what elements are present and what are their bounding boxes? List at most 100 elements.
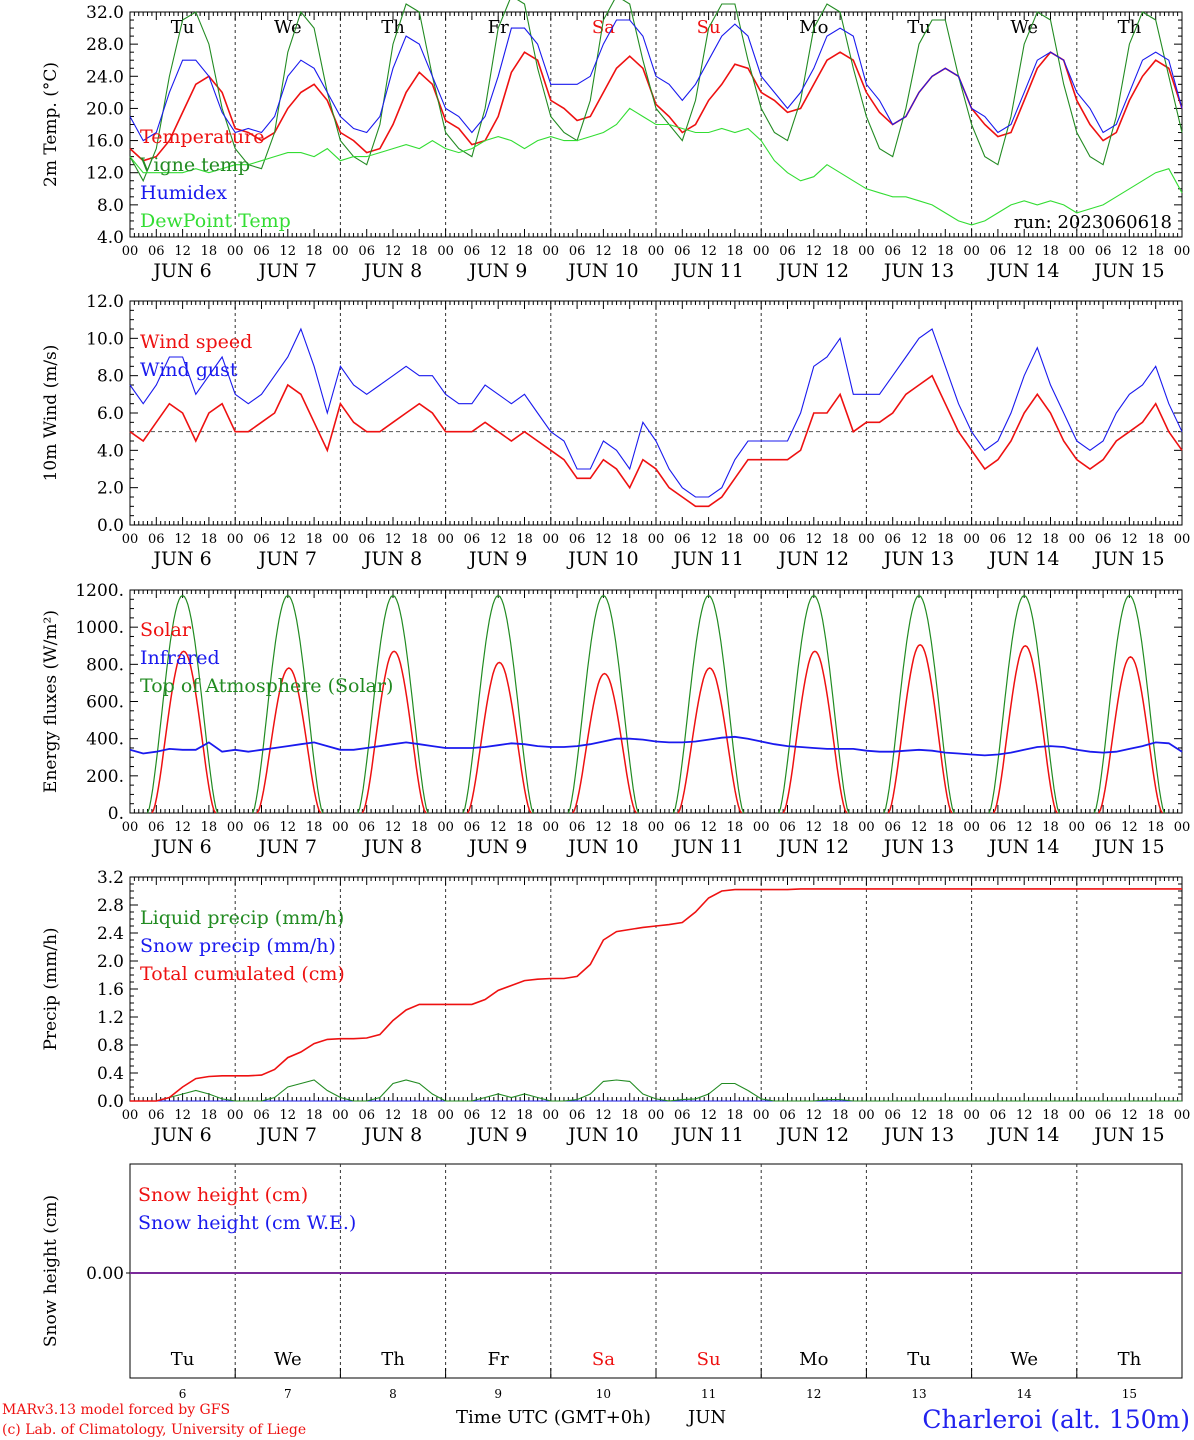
- hour-tick-label: 12: [385, 244, 402, 259]
- y-axis-label: 10m Wind (m/s): [41, 345, 61, 482]
- hour-tick-label: 06: [674, 820, 691, 835]
- hour-tick-label: 00: [227, 820, 244, 835]
- hour-tick-label: 00: [332, 244, 349, 259]
- hour-tick-label: 00: [963, 1108, 980, 1123]
- hour-tick-label: 00: [858, 532, 875, 547]
- hour-tick-label: 00: [1069, 532, 1086, 547]
- date-label: JUN 12: [777, 260, 849, 282]
- hour-tick-label: 00: [227, 532, 244, 547]
- date-label: JUN 8: [362, 1124, 422, 1146]
- hour-tick-label: 12: [1121, 532, 1138, 547]
- date-label: JUN 11: [671, 836, 743, 858]
- hour-tick-label: 00: [227, 1108, 244, 1123]
- hour-tick-label: 06: [253, 244, 270, 259]
- hour-tick-label: 18: [937, 1108, 954, 1123]
- hour-tick-label: 06: [990, 820, 1007, 835]
- series-humidex: [129, 19, 1183, 142]
- month-label: JUN: [686, 1407, 726, 1428]
- hour-tick-label: 12: [911, 532, 928, 547]
- hour-tick-label: 06: [253, 820, 270, 835]
- hour-tick-label: 18: [516, 532, 533, 547]
- hour-tick-label: 12: [1121, 820, 1138, 835]
- hour-tick-label: 06: [464, 532, 481, 547]
- hour-tick-label: 00: [437, 820, 454, 835]
- date-label: JUN 13: [882, 836, 954, 858]
- date-label: JUN 15: [1092, 260, 1164, 282]
- hour-tick-label: 00: [753, 1108, 770, 1123]
- date-label: JUN 12: [777, 1124, 849, 1146]
- date-label: JUN 9: [467, 260, 527, 282]
- hour-tick-label: 12: [385, 820, 402, 835]
- panel-5: 0.00 Snow height (cm) Tu 6 We 7 Th 8 Fr 9 Sa 10 Su 11…: [41, 1163, 1183, 1401]
- date-label: JUN 13: [882, 260, 954, 282]
- hour-tick-label: 06: [358, 532, 375, 547]
- hour-tick-label: 18: [937, 532, 954, 547]
- day-name: Tu: [907, 1349, 931, 1370]
- hour-tick-label: 00: [437, 1108, 454, 1123]
- legend-entry: Snow height (cm): [138, 1184, 308, 1206]
- day-number: 14: [1017, 1387, 1033, 1401]
- hour-tick-label: 18: [1147, 244, 1164, 259]
- y-tick-label: 1000.: [75, 618, 124, 638]
- y-tick-label: 0.: [108, 804, 124, 824]
- hour-tick-label: 18: [306, 532, 323, 547]
- day-name: Mo: [799, 1349, 828, 1370]
- legend-entry: Temperature: [140, 126, 264, 148]
- panel-4: 0.0 0.4 0.8 1.2 1.6 2.0 2.4 2.8 3.2 Precip (mm/h)…: [41, 868, 1190, 1146]
- hour-tick-label: 18: [621, 1108, 638, 1123]
- hour-tick-label: 06: [779, 244, 796, 259]
- hour-tick-label: 00: [648, 244, 665, 259]
- date-label: JUN 15: [1092, 836, 1164, 858]
- hour-tick-label: 00: [543, 532, 560, 547]
- date-label: JUN 7: [257, 1124, 317, 1146]
- hour-tick-label: 00: [753, 244, 770, 259]
- hour-tick-label: 06: [990, 1108, 1007, 1123]
- y-tick-label: 2.8: [97, 896, 124, 916]
- hour-tick-label: 06: [148, 1108, 165, 1123]
- hour-tick-label: 18: [727, 532, 744, 547]
- hour-tick-label: 18: [306, 244, 323, 259]
- hour-tick-label: 18: [727, 244, 744, 259]
- day-name: Tu: [171, 1349, 195, 1370]
- y-tick-label: 800.: [86, 655, 124, 675]
- hour-tick-label: 12: [911, 1108, 928, 1123]
- hour-tick-label: 18: [306, 820, 323, 835]
- hour-tick-label: 12: [280, 1108, 297, 1123]
- hour-tick-label: 12: [280, 820, 297, 835]
- date-label: JUN 14: [987, 260, 1059, 282]
- hour-tick-label: 18: [832, 820, 849, 835]
- date-label: JUN 6: [151, 836, 211, 858]
- date-label: JUN 6: [151, 548, 211, 570]
- hour-tick-label: 00: [543, 244, 560, 259]
- hour-tick-label: 12: [806, 1108, 823, 1123]
- day-name: We: [1010, 17, 1038, 38]
- hour-tick-label: 06: [990, 532, 1007, 547]
- hour-tick-label: 12: [595, 1108, 612, 1123]
- hour-tick-label: 00: [858, 820, 875, 835]
- y-axis-label: Precip (mm/h): [41, 927, 61, 1050]
- station-label: Charleroi (alt. 150m): [922, 1405, 1190, 1434]
- hour-tick-label: 18: [1147, 532, 1164, 547]
- hour-tick-label: 00: [753, 820, 770, 835]
- hour-tick-label: 00: [332, 820, 349, 835]
- hour-tick-label: 12: [174, 1108, 191, 1123]
- legend-entry: Vigne temp: [139, 154, 250, 176]
- hour-tick-label: 06: [148, 820, 165, 835]
- day-number: 13: [911, 1387, 926, 1401]
- date-label: JUN 7: [257, 260, 317, 282]
- hour-tick-label: 06: [1095, 244, 1112, 259]
- hour-tick-label: 12: [911, 244, 928, 259]
- y-tick-label: 12.0: [86, 292, 124, 312]
- hour-tick-label: 06: [884, 820, 901, 835]
- y-tick-label: 400.: [86, 730, 124, 750]
- y-tick-label: 20.0: [86, 99, 124, 119]
- hour-tick-label: 18: [1042, 244, 1059, 259]
- hour-tick-label: 06: [464, 244, 481, 259]
- hour-tick-label: 18: [1042, 820, 1059, 835]
- hour-tick-label: 06: [148, 244, 165, 259]
- y-tick-label: 8.0: [97, 367, 124, 387]
- hour-tick-label: 12: [700, 1108, 717, 1123]
- date-label: JUN 8: [362, 836, 422, 858]
- date-label: JUN 7: [257, 836, 317, 858]
